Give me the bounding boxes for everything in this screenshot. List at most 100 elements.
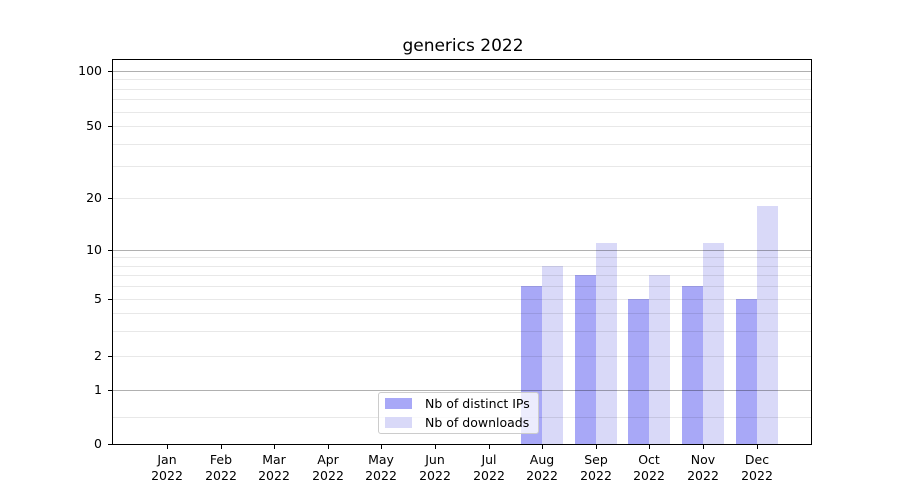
x-tick-label: Dec 2022 xyxy=(717,452,797,483)
x-tick-label-month: Oct xyxy=(638,452,660,467)
x-tick-mark xyxy=(757,445,758,449)
gridline-minor xyxy=(113,331,811,332)
y-tick-label: 5 xyxy=(94,291,102,306)
y-tick-label: 1 xyxy=(94,382,102,397)
gridline-major xyxy=(113,390,811,391)
bar-downloads xyxy=(756,205,778,444)
x-tick-label-month: Jul xyxy=(481,452,497,467)
y-tick-label: 50 xyxy=(86,118,102,133)
bar-distinct-ips xyxy=(682,286,703,444)
bar-distinct-ips xyxy=(574,275,596,444)
x-tick-label-month: Aug xyxy=(529,452,555,467)
x-tick-label: Jun 2022 xyxy=(395,452,475,483)
x-tick-label-month: Apr xyxy=(317,452,339,467)
x-tick-label-month: May xyxy=(368,452,394,467)
grid-layer xyxy=(113,60,811,444)
gridline-minor xyxy=(113,166,811,167)
x-tick-label: Apr 2022 xyxy=(288,452,368,483)
x-tick-mark xyxy=(435,445,436,449)
legend-item: Nb of distinct IPs xyxy=(385,396,538,411)
gridline-minor xyxy=(113,356,811,357)
x-tick-mark xyxy=(328,445,329,449)
gridline-major xyxy=(113,71,811,72)
x-tick-mark xyxy=(221,445,222,449)
x-tick-label: Jan 2022 xyxy=(127,452,207,483)
x-tick-label-year: 2022 xyxy=(365,467,397,483)
bars-layer xyxy=(113,60,811,444)
y-tick-mark xyxy=(108,444,112,445)
bar-downloads xyxy=(703,242,724,444)
bar-distinct-ips xyxy=(628,299,650,444)
x-tick-label-year: 2022 xyxy=(526,467,558,483)
gridline-minor xyxy=(113,275,811,276)
legend-item: Nb of downloads xyxy=(385,415,538,430)
gridline-minor xyxy=(113,126,811,127)
x-tick-label: Jul 2022 xyxy=(449,452,529,483)
y-tick-mark xyxy=(108,356,112,357)
gridline-minor xyxy=(113,144,811,145)
x-tick-label: Feb 2022 xyxy=(181,452,261,483)
x-tick-label-month: Nov xyxy=(690,452,716,467)
x-tick-label: May 2022 xyxy=(341,452,421,483)
gridline-minor xyxy=(113,99,811,100)
x-tick-label: Oct 2022 xyxy=(609,452,689,483)
legend-label: Nb of distinct IPs xyxy=(425,396,530,411)
gridline-minor xyxy=(113,266,811,267)
legend-label: Nb of downloads xyxy=(425,415,530,430)
bar-downloads xyxy=(542,265,564,444)
chart-title: generics 2022 xyxy=(402,36,524,56)
x-tick-label-month: Feb xyxy=(209,452,233,467)
plot-area: Nb of distinct IPs Nb of downloads xyxy=(112,59,812,445)
y-tick-mark xyxy=(108,299,112,300)
legend-swatch xyxy=(385,398,412,409)
x-tick-mark xyxy=(274,445,275,449)
gridline-minor xyxy=(113,112,811,113)
y-tick-mark xyxy=(108,390,112,391)
legend: Nb of distinct IPs Nb of downloads xyxy=(378,392,539,434)
x-tick-label-month: Mar xyxy=(262,452,286,467)
x-tick-label: Mar 2022 xyxy=(234,452,314,483)
x-tick-label: Nov 2022 xyxy=(663,452,743,483)
gridline-minor xyxy=(113,286,811,287)
gridline-minor xyxy=(113,313,811,314)
x-tick-label-year: 2022 xyxy=(473,467,505,483)
x-tick-mark xyxy=(381,445,382,449)
x-tick-mark xyxy=(703,445,704,449)
gridline-minor xyxy=(113,299,811,300)
bar-downloads xyxy=(595,242,617,444)
x-tick-label-month: Dec xyxy=(744,452,770,467)
y-tick-label: 20 xyxy=(86,190,102,205)
x-tick-label-year: 2022 xyxy=(312,467,344,483)
y-tick-label: 2 xyxy=(94,348,102,363)
gridline-minor xyxy=(113,257,811,258)
x-tick-label-year: 2022 xyxy=(633,467,665,483)
y-tick-mark xyxy=(108,250,112,251)
x-tick-label-year: 2022 xyxy=(205,467,237,483)
x-tick-label-year: 2022 xyxy=(258,467,290,483)
x-tick-label-month: Jun xyxy=(425,452,445,467)
gridline-major xyxy=(113,250,811,251)
y-tick-label: 0 xyxy=(94,436,102,451)
y-tick-label: 10 xyxy=(86,242,102,257)
x-tick-mark xyxy=(489,445,490,449)
x-tick-label-month: Jan xyxy=(157,452,177,467)
x-tick-mark xyxy=(167,445,168,449)
x-tick-mark xyxy=(649,445,650,449)
x-tick-label-year: 2022 xyxy=(580,467,612,483)
bar-distinct-ips xyxy=(735,299,757,444)
x-tick-label-year: 2022 xyxy=(687,467,719,483)
gridline-minor xyxy=(113,198,811,199)
x-tick-mark xyxy=(596,445,597,449)
y-tick-label: 100 xyxy=(78,63,102,78)
gridline-minor xyxy=(113,79,811,80)
x-tick-label: Aug 2022 xyxy=(502,452,582,483)
bar-downloads xyxy=(649,275,671,444)
y-tick-mark xyxy=(108,126,112,127)
y-tick-mark xyxy=(108,198,112,199)
x-tick-label-month: Sep xyxy=(584,452,608,467)
gridline-minor xyxy=(113,89,811,90)
x-tick-label-year: 2022 xyxy=(151,467,183,483)
x-tick-label: Sep 2022 xyxy=(556,452,636,483)
x-tick-label-year: 2022 xyxy=(419,467,451,483)
